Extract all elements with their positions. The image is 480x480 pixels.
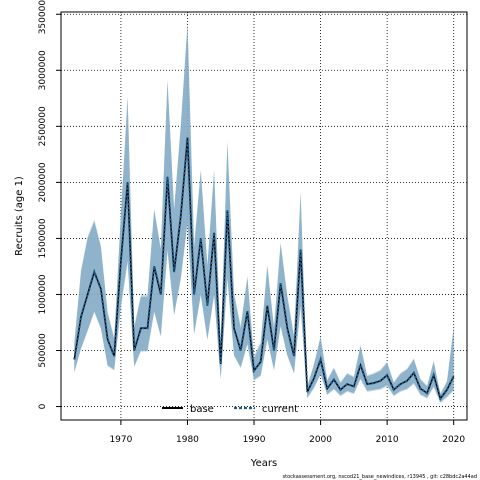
legend: base current	[162, 404, 298, 415]
x-tick-label-1980: 1980	[176, 435, 199, 445]
x-tick-label-2010: 2010	[376, 435, 399, 445]
y-tick-label-1500000: 1500000	[38, 218, 48, 258]
x-tick-label-2000: 2000	[309, 435, 332, 445]
y-tick-label-1000000: 1000000	[38, 274, 48, 314]
y-tick-label-0: 0	[38, 403, 48, 409]
y-tick-label-3000000: 3000000	[38, 50, 48, 90]
y-tick-label-2000000: 2000000	[38, 162, 48, 202]
y-tick-label-500000: 500000	[38, 333, 48, 368]
series-lines	[73, 137, 455, 402]
confidence-bands	[74, 22, 454, 404]
y-tick-label-2500000: 2500000	[38, 106, 48, 146]
legend-label-base: base	[190, 404, 214, 415]
x-tick-label-2020: 2020	[442, 435, 465, 445]
x-axis-title: Years	[250, 458, 277, 469]
x-tick-label-1970: 1970	[109, 435, 132, 445]
band-base	[74, 25, 454, 403]
y-axis-title: Recruits (age 1)	[14, 176, 25, 256]
y-axis: 0 500000 1000000 1500000 2000000 2500000 30000…	[38, 0, 61, 409]
legend-label-current: current	[262, 404, 298, 415]
x-tick-label-1990: 1990	[243, 435, 266, 445]
plot-frame	[60, 11, 468, 421]
y-tick-label-3500000: 3500000	[38, 0, 48, 34]
x-axis: 1970 1980 1990 2000 2010 2020	[109, 420, 465, 445]
footer-credit: stockassessment.org, nscod21_base_newind…	[283, 474, 477, 480]
series-line-current	[73, 137, 455, 402]
band-current	[74, 22, 454, 404]
